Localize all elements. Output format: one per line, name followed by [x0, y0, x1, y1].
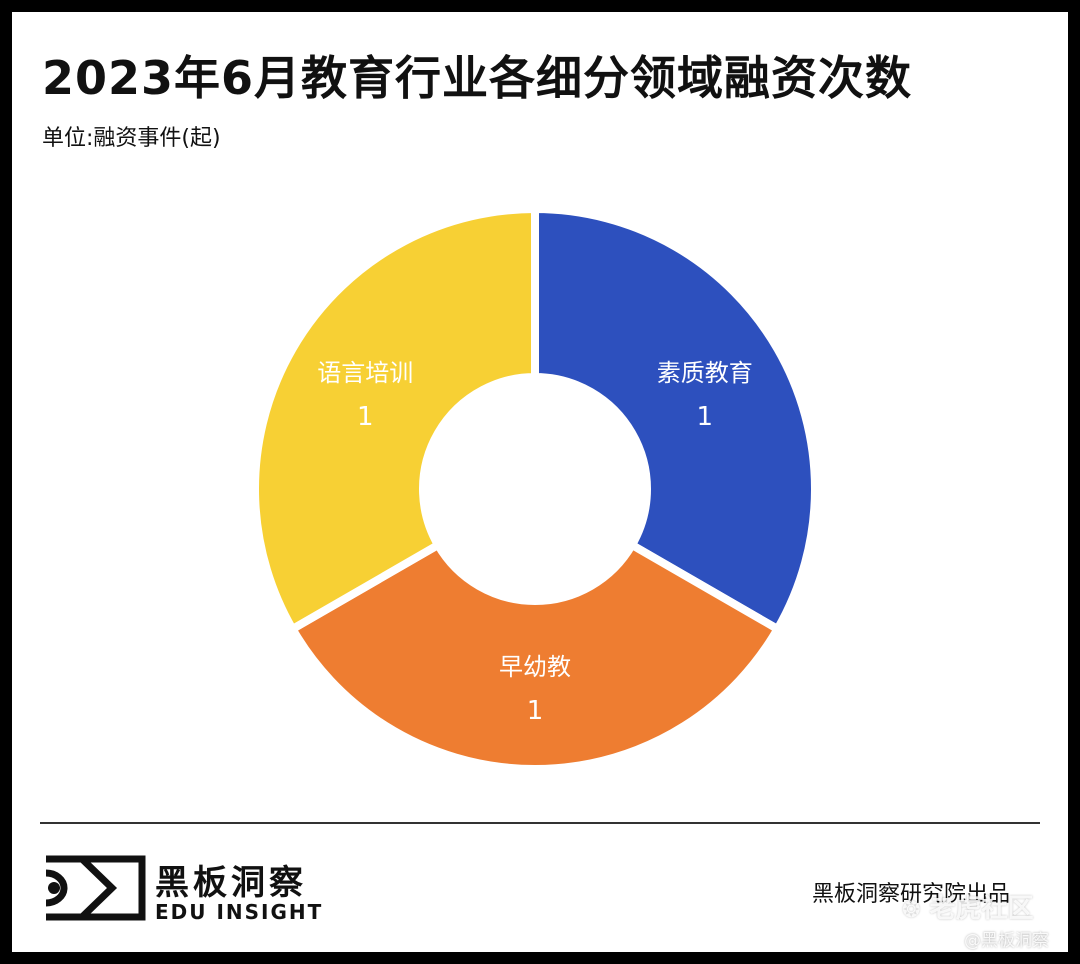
slice-category-label: 早幼教	[499, 653, 571, 681]
slice-value-label: 1	[527, 696, 544, 726]
brand-name-cn: 黑板洞察	[155, 863, 307, 903]
pie-slice	[251, 205, 539, 633]
slice-value-label: 1	[696, 402, 713, 432]
watermark-account: @黑板洞察	[964, 931, 1049, 951]
slice-value-label: 1	[357, 402, 374, 432]
edu-insight-logo-icon	[45, 855, 146, 921]
brand-name-en: EDU INSIGHT	[155, 900, 324, 924]
poster-frame: 2023年6月教育行业各细分领域融资次数 单位:融资事件(起) 素质教育 1 早幼教…	[12, 12, 1068, 952]
source-credit: 黑板洞察研究院出品	[812, 882, 1011, 907]
pie-slice	[531, 205, 819, 633]
chart-title: 2023年6月教育行业各细分领域融资次数	[42, 51, 913, 105]
slice-category-label: 语言培训	[317, 359, 413, 387]
donut-chart: 素质教育 1 早幼教 1 语言培训 1	[251, 205, 819, 773]
unit-label: 单位:融资事件(起)	[42, 126, 221, 151]
slice-category-label: 素质教育	[657, 359, 753, 387]
footer-divider	[40, 822, 1040, 824]
watermark-site: ❂ 老虎社区	[902, 888, 1034, 925]
watermark-site-label: 老虎社区	[929, 894, 1034, 924]
pie-slice	[288, 541, 782, 773]
tiger-paw-icon: ❂	[902, 898, 921, 923]
